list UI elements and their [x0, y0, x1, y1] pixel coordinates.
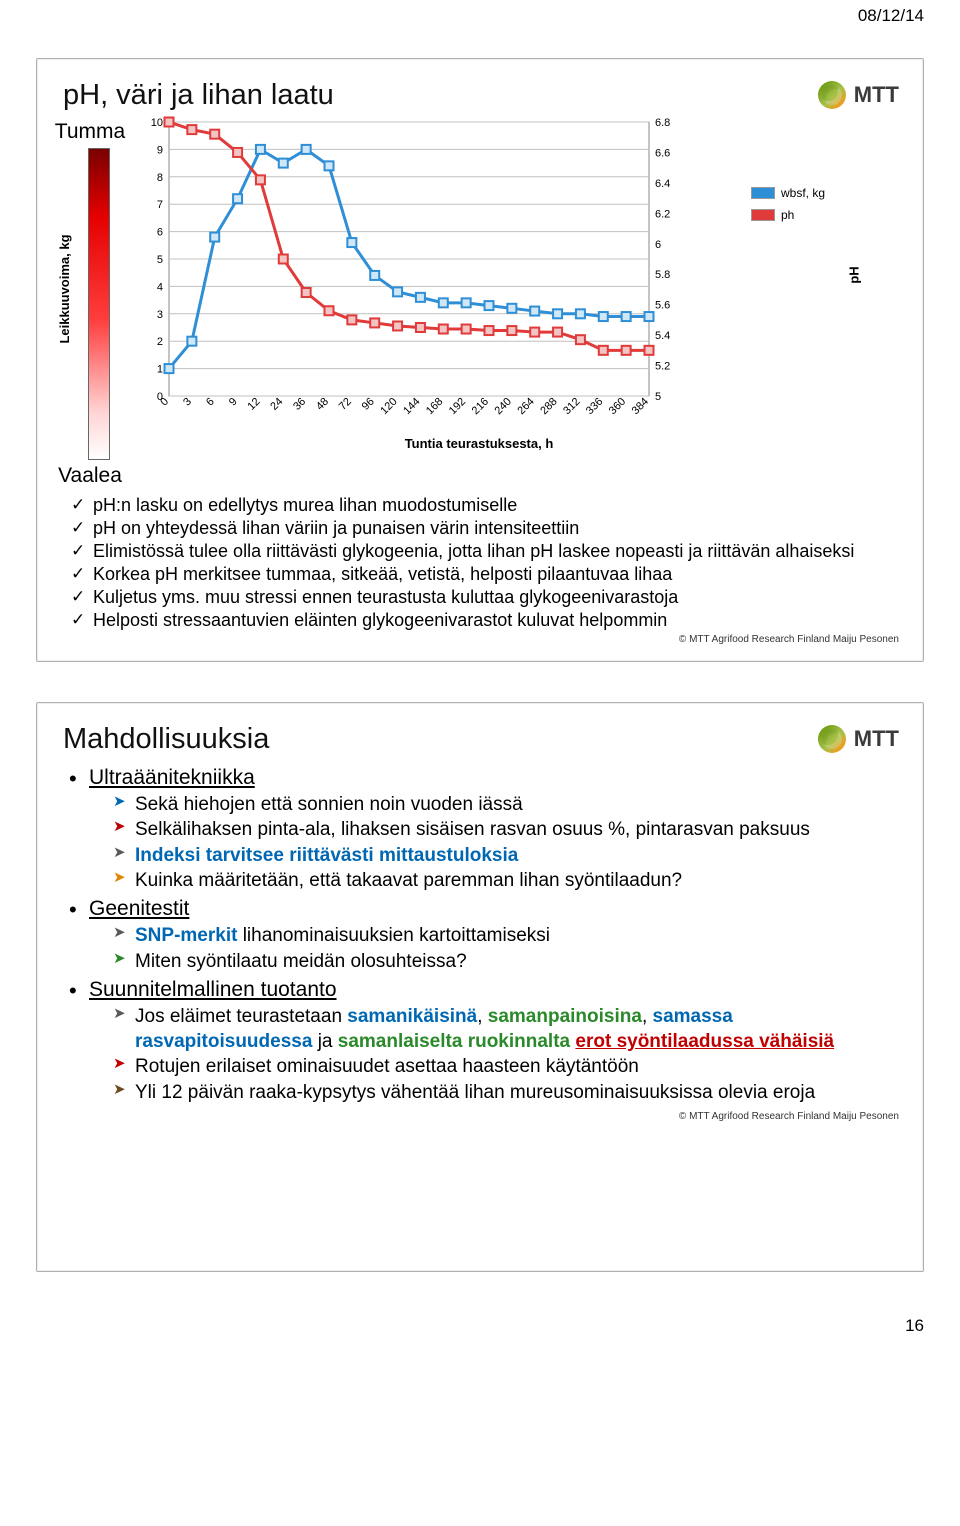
svg-text:6: 6 [204, 396, 217, 409]
svg-text:9: 9 [227, 396, 240, 409]
svg-text:0: 0 [158, 396, 171, 409]
section-heading: Suunnitelmallinen tuotanto [89, 978, 337, 1001]
bullet-item: pH on yhteydessä lihan väriin ja punaise… [71, 517, 899, 540]
leaf-icon [818, 725, 846, 753]
svg-text:168: 168 [424, 396, 445, 417]
bullet-item: Kuljetus yms. muu stressi ennen teurastu… [71, 586, 899, 609]
slide2-body: Ultraäänitekniikka Sekä hiehojen että son… [69, 766, 899, 1109]
sub-item: Yli 12 päivän raaka-kypsytys vähentää li… [113, 1080, 899, 1105]
x-label: Tuntia teurastuksesta, h [129, 436, 829, 451]
sub-item: Kuinka määritetään, että takaavat paremm… [113, 868, 899, 893]
section-item: Suunnitelmallinen tuotanto Jos eläimet te… [69, 978, 899, 1109]
legend-swatch [751, 187, 775, 199]
sub-item: Sekä hiehojen että sonnien noin vuoden i… [113, 792, 899, 817]
svg-text:360: 360 [607, 396, 628, 417]
svg-text:2: 2 [157, 336, 163, 348]
sub-item: Jos eläimet teurastetaan samanikäisinä, … [113, 1004, 899, 1055]
svg-text:3: 3 [181, 396, 194, 409]
sub-item: Indeksi tarvitsee riittävästi mittaustul… [113, 843, 899, 868]
sub-item: Selkälihaksen pinta-ala, lihaksen sisäis… [113, 817, 899, 842]
svg-text:288: 288 [538, 396, 559, 417]
svg-text:6.2: 6.2 [655, 208, 670, 220]
y-right-label: pH [846, 266, 861, 283]
slide1-title: pH, väri ja lihan laatu [63, 79, 899, 112]
chart-wrap: Leikkuuvoima, kg 01234567891055.25.45.65… [129, 114, 829, 464]
svg-text:240: 240 [493, 396, 514, 417]
svg-text:5.4: 5.4 [655, 330, 670, 342]
svg-text:1: 1 [157, 364, 163, 376]
svg-text:5: 5 [655, 391, 661, 403]
svg-text:6.8: 6.8 [655, 117, 670, 129]
mtt-logo: MTT [818, 725, 899, 753]
svg-text:192: 192 [447, 396, 468, 417]
section-heading: Ultraäänitekniikka [89, 766, 255, 789]
color-gradient-bar [88, 148, 110, 460]
svg-text:12: 12 [245, 396, 262, 413]
y-left-label: Leikkuuvoima, kg [57, 234, 72, 343]
leaf-icon [818, 81, 846, 109]
svg-text:72: 72 [337, 396, 354, 413]
svg-text:312: 312 [561, 396, 582, 417]
svg-text:5.2: 5.2 [655, 361, 670, 373]
section-heading: Geenitestit [89, 897, 189, 920]
vaalea-label: Vaalea [58, 464, 122, 488]
svg-text:48: 48 [314, 396, 331, 413]
line-chart: 01234567891055.25.45.65.866.26.46.66.803… [129, 114, 689, 434]
svg-text:144: 144 [401, 396, 422, 417]
svg-text:336: 336 [584, 396, 605, 417]
tumma-label: Tumma [55, 120, 125, 144]
section-item: Geenitestit SNP-merkit lihanominaisuuksie… [69, 897, 899, 978]
legend-swatch [751, 209, 775, 221]
svg-text:10: 10 [151, 117, 163, 129]
svg-text:6: 6 [157, 227, 163, 239]
slide2-title: Mahdollisuuksia [63, 723, 899, 756]
legend-item: ph [751, 208, 825, 222]
svg-text:7: 7 [157, 199, 163, 211]
section-item: Ultraäänitekniikka Sekä hiehojen että son… [69, 766, 899, 897]
logo-text: MTT [854, 726, 899, 752]
legend-label: wbsf, kg [781, 186, 825, 200]
slide-ph-vari: MTT pH, väri ja lihan laatu Tumma Vaalea… [36, 58, 924, 662]
svg-text:5.6: 5.6 [655, 300, 670, 312]
svg-text:5: 5 [157, 254, 163, 266]
svg-text:8: 8 [157, 172, 163, 184]
copyright-line: © MTT Agrifood Research Finland Maiju Pe… [61, 1111, 899, 1122]
slide1-bullets: pH:n lasku on edellytys murea lihan muod… [71, 494, 899, 632]
bullet-item: pH:n lasku on edellytys murea lihan muod… [71, 494, 899, 517]
svg-text:6.4: 6.4 [655, 178, 670, 190]
bullet-item: Elimistössä tulee olla riittävästi glyko… [71, 540, 899, 563]
svg-text:96: 96 [360, 396, 377, 413]
svg-text:6.6: 6.6 [655, 147, 670, 159]
svg-text:216: 216 [470, 396, 491, 417]
svg-text:4: 4 [157, 281, 163, 293]
copyright-line: © MTT Agrifood Research Finland Maiju Pe… [61, 634, 899, 645]
chart-legend: wbsf, kg ph [751, 186, 825, 230]
mtt-logo: MTT [818, 81, 899, 109]
page-date: 08/12/14 [858, 6, 924, 26]
svg-text:6: 6 [655, 239, 661, 251]
sub-item: Miten syöntilaatu meidän olosuhteissa? [113, 949, 899, 974]
legend-item: wbsf, kg [751, 186, 825, 200]
svg-text:3: 3 [157, 309, 163, 321]
svg-text:24: 24 [268, 396, 285, 413]
bullet-item: Helposti stressaantuvien eläinten glykog… [71, 609, 899, 632]
page-number: 16 [36, 1316, 924, 1336]
bullet-item: Korkea pH merkitsee tummaa, sitkeää, vet… [71, 563, 899, 586]
svg-text:264: 264 [515, 396, 536, 417]
logo-text: MTT [854, 82, 899, 108]
svg-text:120: 120 [378, 396, 399, 417]
svg-text:384: 384 [630, 396, 651, 417]
slide-mahdollisuuksia: MTT Mahdollisuuksia Ultraäänitekniikka Se… [36, 702, 924, 1272]
sub-item: SNP-merkit lihanominaisuuksien kartoitta… [113, 923, 899, 948]
svg-text:5.8: 5.8 [655, 269, 670, 281]
legend-label: ph [781, 208, 794, 222]
svg-text:36: 36 [291, 396, 308, 413]
svg-text:9: 9 [157, 144, 163, 156]
sub-item: Rotujen erilaiset ominaisuudet asettaa h… [113, 1054, 899, 1079]
